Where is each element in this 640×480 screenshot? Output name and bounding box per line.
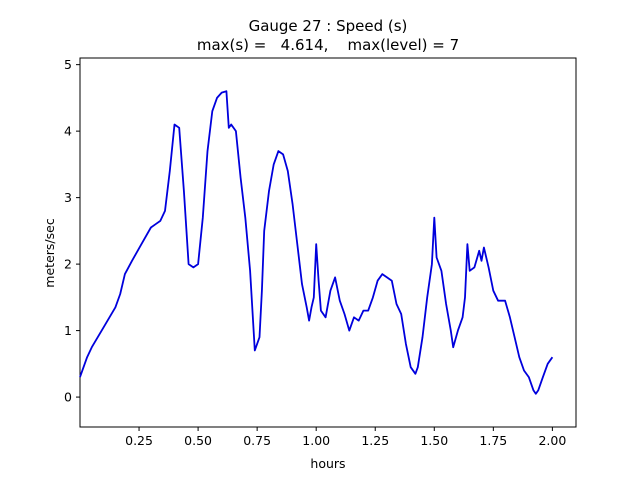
speed-series-line xyxy=(79,90,554,395)
y-tick-label: 1 xyxy=(64,323,72,338)
x-tick-label: 0.75 xyxy=(243,433,271,448)
x-tick-label: 2.00 xyxy=(538,433,566,448)
x-tick-label: 1.75 xyxy=(479,433,507,448)
chart-title: Gauge 27 : Speed (s) xyxy=(249,17,408,35)
x-tick-label: 0.50 xyxy=(184,433,212,448)
chart-subtitle: max(s) = 4.614, max(level) = 7 xyxy=(197,36,459,54)
y-axis-ticks: 0 1 2 3 4 5 xyxy=(64,57,80,405)
x-axis-label: hours xyxy=(310,456,345,471)
y-tick-label: 5 xyxy=(64,57,72,72)
x-tick-label: 1.50 xyxy=(420,433,448,448)
y-tick-label: 3 xyxy=(64,190,72,205)
plot-frame xyxy=(79,57,577,428)
plot-area: 0.25 0.50 0.75 1.00 1.25 1.50 1.75 2.00 0 1 2 3 4 5 xyxy=(64,57,577,448)
x-tick-label: 0.25 xyxy=(125,433,153,448)
y-tick-label: 4 xyxy=(64,124,72,139)
x-tick-label: 1.00 xyxy=(302,433,330,448)
x-axis-ticks: 0.25 0.50 0.75 1.00 1.25 1.50 1.75 2.00 xyxy=(125,427,566,448)
x-tick-label: 1.25 xyxy=(361,433,389,448)
y-tick-label: 2 xyxy=(64,257,72,272)
y-axis-label: meters/sec xyxy=(42,218,57,288)
y-tick-label: 0 xyxy=(64,390,72,405)
